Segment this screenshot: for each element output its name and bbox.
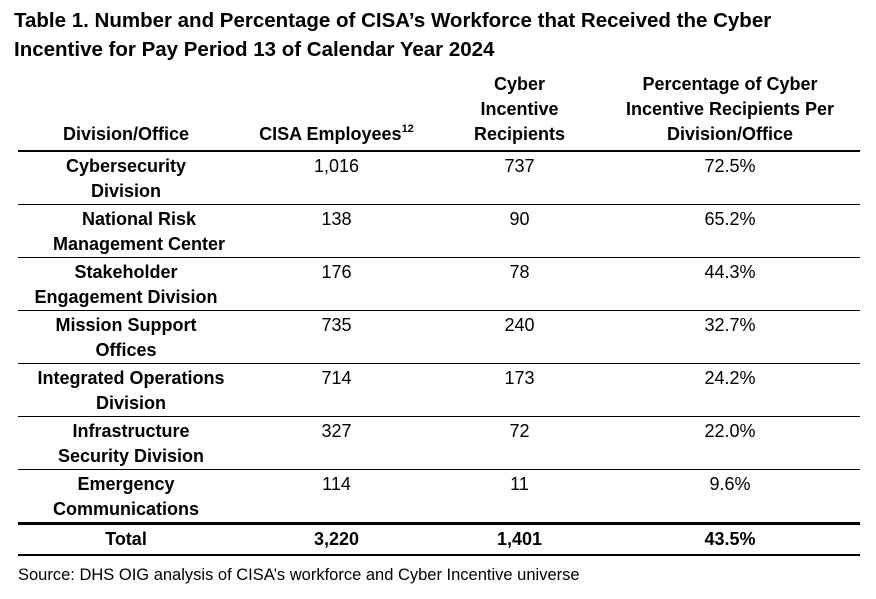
employees-cell: 735 <box>234 310 439 364</box>
header-recipients: Cyber Incentive Recipients <box>439 72 600 152</box>
percentage-cell: 72.5% <box>600 151 860 205</box>
header-division: Division/Office <box>18 72 234 152</box>
employees-cell: 176 <box>234 257 439 311</box>
table-row: National Risk Management Center 138 90 6… <box>18 204 860 258</box>
total-label: Total <box>18 522 234 556</box>
division-cell: National Risk Management Center <box>18 204 234 258</box>
employees-cell: 327 <box>234 416 439 470</box>
table-row: Integrated Operations Division 714 173 2… <box>18 363 860 417</box>
table-row: Emergency Communications 114 11 9.6% <box>18 470 860 524</box>
table-row: Mission Support Offices 735 240 32.7% <box>18 310 860 364</box>
header-row: Division/Office CISA Employees12 Cyber I… <box>18 72 860 152</box>
recipients-cell: 737 <box>439 151 600 205</box>
employees-cell: 1,016 <box>234 151 439 205</box>
percentage-cell: 65.2% <box>600 204 860 258</box>
percentage-cell: 24.2% <box>600 363 860 417</box>
recipients-cell: 72 <box>439 416 600 470</box>
table-row: Cybersecurity Division 1,016 737 72.5% <box>18 151 860 205</box>
division-cell: Stakeholder Engagement Division <box>18 257 234 311</box>
workforce-table: Division/Office CISA Employees12 Cyber I… <box>18 72 860 556</box>
table-row: Infrastructure Security Division 327 72 … <box>18 416 860 470</box>
footnote-marker: 12 <box>401 123 414 135</box>
total-row: Total 3,220 1,401 43.5% <box>18 522 860 556</box>
header-employees-label: CISA Employees <box>259 124 402 144</box>
recipients-cell: 240 <box>439 310 600 364</box>
table-title: Table 1. Number and Percentage of CISA’s… <box>14 9 772 61</box>
division-cell: Mission Support Offices <box>18 310 234 364</box>
source-note: Source: DHS OIG analysis of CISA’s workf… <box>18 566 580 584</box>
percentage-cell: 44.3% <box>600 257 860 311</box>
total-employees: 3,220 <box>234 522 439 556</box>
recipients-cell: 90 <box>439 204 600 258</box>
employees-cell: 114 <box>322 474 351 494</box>
table-row: Stakeholder Engagement Division 176 78 4… <box>18 257 860 311</box>
total-percentage: 43.5% <box>600 522 860 556</box>
recipients-cell: 11 <box>510 474 529 494</box>
percentage-cell: 9.6% <box>709 474 751 494</box>
division-cell: Infrastructure Security Division <box>18 416 234 470</box>
header-employees: CISA Employees12 <box>234 72 439 152</box>
percentage-cell: 22.0% <box>600 416 860 470</box>
division-cell: Emergency Communications <box>52 474 199 519</box>
percentage-cell: 32.7% <box>600 310 860 364</box>
division-cell: Cybersecurity Division <box>18 151 234 205</box>
recipients-cell: 173 <box>439 363 600 417</box>
employees-cell: 138 <box>234 204 439 258</box>
employees-cell: 714 <box>234 363 439 417</box>
division-cell: Integrated Operations Division <box>18 363 234 417</box>
total-recipients: 1,401 <box>439 522 600 556</box>
recipients-cell: 78 <box>439 257 600 311</box>
header-percentage: Percentage of Cyber Incentive Recipients… <box>600 72 860 152</box>
